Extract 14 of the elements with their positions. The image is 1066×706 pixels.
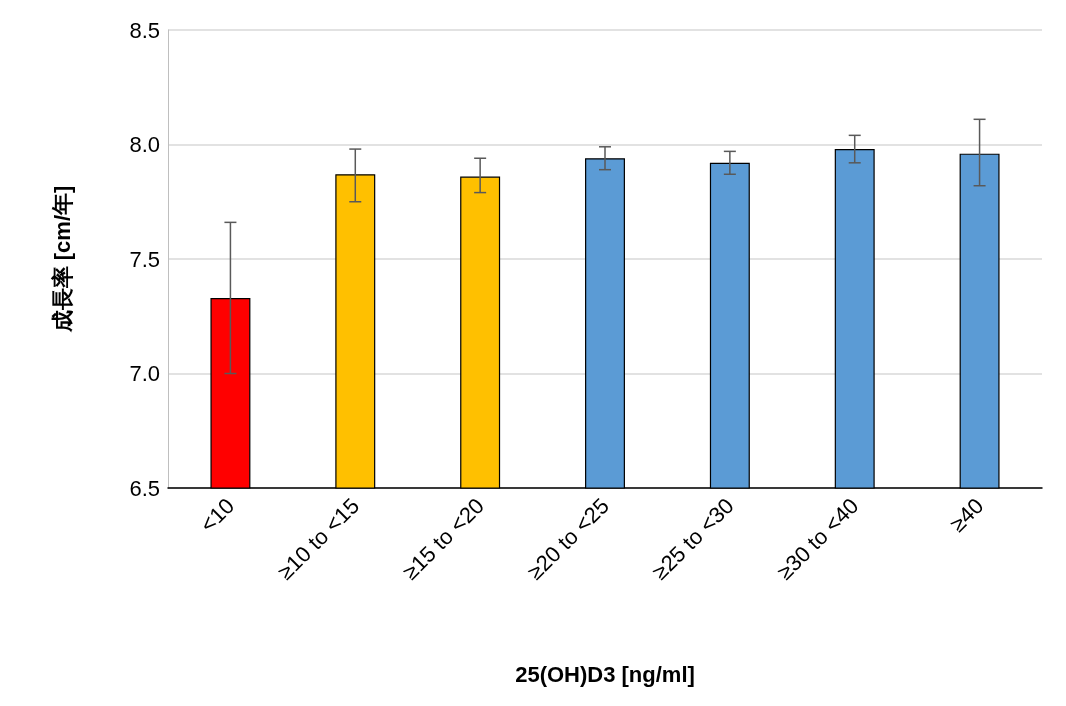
- x-tick-label: <10: [195, 493, 240, 538]
- x-tick-label: ≥25 to <30: [647, 493, 739, 585]
- y-tick-label: 8.5: [129, 17, 160, 43]
- y-tick-label: 7.5: [129, 246, 160, 272]
- y-tick-label: 6.5: [129, 475, 160, 501]
- y-tick-label: 8.0: [129, 132, 160, 157]
- x-tick-label: ≥15 to <20: [397, 493, 489, 585]
- y-axis-title: 成長率 [cm/年]: [49, 185, 75, 334]
- x-tick-label: ≥30 to <40: [772, 493, 864, 585]
- y-tick-label: 7.0: [129, 361, 160, 386]
- x-tick-label: ≥20 to <25: [522, 493, 614, 585]
- x-tick-label: ≥40: [944, 493, 989, 537]
- x-tick-label: ≥10 to <15: [272, 493, 365, 585]
- x-axis-title: 25(OH)D3 [ng/ml]: [515, 661, 695, 687]
